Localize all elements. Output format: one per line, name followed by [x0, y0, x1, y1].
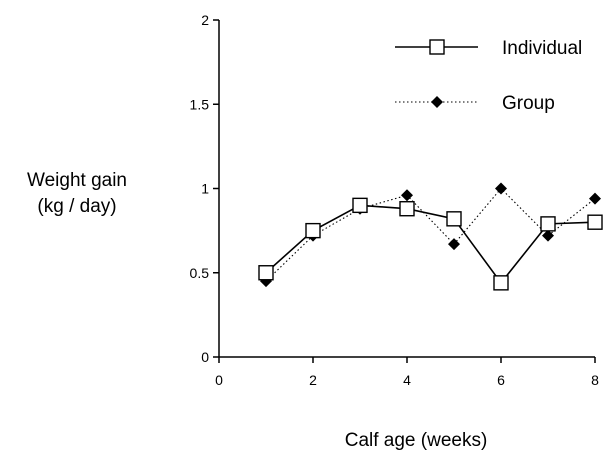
data-point-individual [446, 211, 462, 227]
y-tick-label: 0.5 [190, 265, 210, 281]
data-point-group [401, 189, 413, 202]
data-point-group [542, 229, 554, 242]
data-point-group [448, 238, 460, 251]
y-tick-label: 0 [201, 349, 209, 365]
series-layer [258, 182, 603, 291]
legend-label-group: Group [502, 93, 555, 114]
data-point-individual [305, 222, 321, 239]
data-point-group [495, 182, 507, 195]
legend: Individual Group [395, 38, 582, 114]
x-tick-label: 6 [497, 372, 505, 388]
data-point-individual [540, 216, 556, 232]
legend-marker-group [431, 96, 443, 108]
series-line-group [265, 187, 596, 282]
data-point-individual [493, 275, 509, 291]
data-point-group [589, 192, 601, 205]
legend-marker-individual [429, 39, 445, 55]
data-point-individual [352, 197, 368, 214]
x-tick-label: 4 [403, 372, 411, 388]
series-line-individual [265, 204, 596, 285]
y-tick-label: 2 [201, 12, 209, 28]
axes: 0 0.5 1 1.5 2 0 2 4 6 8 [190, 12, 600, 388]
y-axis-title-line-2: (kg / day) [37, 196, 116, 217]
x-tick-label: 0 [215, 372, 223, 388]
data-point-individual [587, 214, 603, 230]
y-tick-label: 1 [201, 181, 209, 197]
legend-label-individual: Individual [502, 38, 582, 59]
y-axis-title-line-1: Weight gain [27, 170, 127, 191]
x-axis-title: Calf age (weeks) [345, 430, 488, 451]
data-point-individual [399, 201, 415, 217]
series-individual [258, 197, 603, 291]
x-tick-label: 8 [591, 372, 599, 388]
data-point-individual [258, 265, 274, 281]
x-tick-label: 2 [309, 372, 317, 388]
y-tick-label: 1.5 [190, 96, 210, 112]
